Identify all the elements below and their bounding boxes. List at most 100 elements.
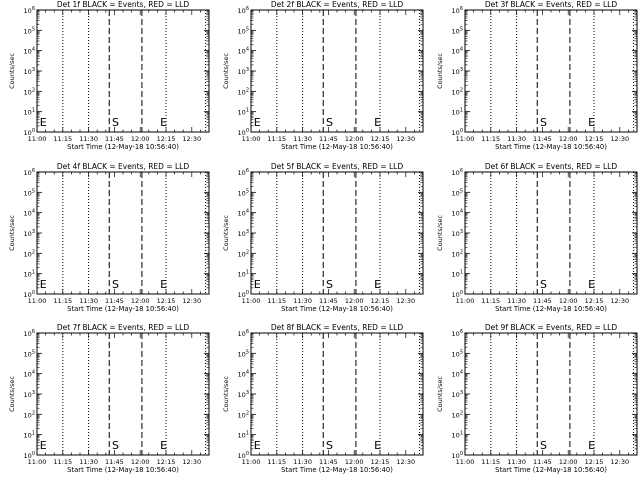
chart-panel-2: Det 2f BLACK = Events, RED = LLD 100 101 10… (222, 0, 424, 151)
y-tick-label: 106 (24, 168, 35, 177)
y-tick-label: 104 (24, 209, 35, 218)
chart-panel-1: Det 1f BLACK = Events, RED = LLD 100 101 10… (8, 0, 210, 151)
x-tick-label: 11:30 (79, 135, 98, 143)
y-axis-label: Counts/sec (222, 376, 230, 412)
x-tick-label: 11:30 (293, 458, 312, 466)
y-tick-label: 103 (452, 67, 463, 76)
start-marker: S (112, 278, 119, 291)
x-tick-label: 11:15 (53, 135, 72, 143)
x-axis-label: Start Time (12-May-18 10:56:40) (495, 305, 607, 313)
x-tick-label: 11:45 (533, 297, 552, 305)
x-tick-label: 11:15 (481, 135, 500, 143)
x-tick-label: 12:15 (157, 458, 176, 466)
y-axis-label: Counts/sec (436, 376, 444, 412)
end-marker: E (254, 278, 261, 291)
y-tick-label: 100 (452, 128, 463, 137)
chart-panel-5: Det 5f BLACK = Events, RED = LLD 100 101 10… (222, 162, 424, 313)
y-axis-label: Counts/sec (8, 376, 16, 412)
y-tick-label: 101 (24, 108, 35, 117)
y-tick-label: 104 (24, 47, 35, 56)
y-tick-label: 101 (238, 431, 249, 440)
start-marker: S (326, 278, 333, 291)
y-tick-label: 101 (238, 270, 249, 279)
end-marker: E (254, 439, 261, 452)
end-marker: E (40, 278, 47, 291)
y-tick-label: 106 (24, 329, 35, 338)
y-tick-label: 106 (452, 6, 463, 15)
end-marker: E (160, 278, 167, 291)
x-tick-label: 12:30 (396, 458, 415, 466)
y-tick-label: 106 (452, 168, 463, 177)
x-tick-label: 11:00 (28, 135, 47, 143)
y-tick-label: 103 (238, 229, 249, 238)
x-tick-label: 11:30 (79, 297, 98, 305)
chart-title: Det 8f BLACK = Events, RED = LLD (271, 323, 404, 332)
x-tick-label: 12:30 (396, 135, 415, 143)
x-tick-label: 11:15 (53, 297, 72, 305)
y-tick-label: 100 (24, 451, 35, 460)
start-marker: S (112, 116, 119, 129)
x-tick-label: 12:30 (610, 135, 629, 143)
y-tick-label: 104 (452, 47, 463, 56)
start-marker: S (540, 439, 547, 452)
y-tick-label: 101 (24, 431, 35, 440)
x-tick-label: 11:00 (456, 135, 475, 143)
x-tick-label: 11:00 (456, 297, 475, 305)
y-tick-label: 101 (452, 270, 463, 279)
y-tick-label: 105 (24, 26, 35, 35)
y-axis-label: Counts/sec (8, 53, 16, 89)
x-tick-label: 12:00 (131, 458, 150, 466)
y-tick-label: 102 (452, 249, 463, 258)
end-marker: E (160, 439, 167, 452)
y-tick-label: 105 (24, 349, 35, 358)
x-tick-label: 12:00 (559, 135, 578, 143)
x-tick-label: 11:00 (242, 458, 261, 466)
y-tick-label: 104 (238, 370, 249, 379)
x-tick-label: 12:15 (585, 458, 604, 466)
x-axis-label: Start Time (12-May-18 10:56:40) (67, 466, 179, 474)
x-tick-label: 11:45 (105, 458, 124, 466)
start-marker: S (540, 278, 547, 291)
x-tick-label: 12:15 (371, 458, 390, 466)
x-tick-label: 12:30 (182, 297, 201, 305)
x-tick-label: 12:30 (610, 297, 629, 305)
x-tick-label: 11:00 (242, 297, 261, 305)
chart-title: Det 1f BLACK = Events, RED = LLD (57, 0, 190, 9)
y-tick-label: 101 (452, 108, 463, 117)
chart-title: Det 3f BLACK = Events, RED = LLD (485, 0, 618, 9)
end-marker: E (254, 116, 261, 129)
x-tick-label: 11:45 (105, 135, 124, 143)
x-tick-label: 11:15 (53, 458, 72, 466)
x-tick-label: 11:15 (481, 458, 500, 466)
y-tick-label: 105 (238, 349, 249, 358)
y-tick-label: 105 (238, 26, 249, 35)
x-tick-label: 12:15 (371, 135, 390, 143)
x-tick-label: 11:00 (242, 135, 261, 143)
end-marker: E (160, 116, 167, 129)
x-tick-label: 11:30 (293, 135, 312, 143)
y-tick-label: 106 (238, 329, 249, 338)
x-tick-label: 11:30 (507, 458, 526, 466)
x-axis-label: Start Time (12-May-18 10:56:40) (281, 466, 393, 474)
x-tick-label: 12:00 (131, 135, 150, 143)
y-tick-label: 100 (238, 128, 249, 137)
x-axis-label: Start Time (12-May-18 10:56:40) (67, 143, 179, 151)
x-tick-label: 11:15 (267, 297, 286, 305)
y-tick-label: 100 (24, 128, 35, 137)
y-tick-label: 100 (452, 451, 463, 460)
y-tick-label: 100 (24, 290, 35, 299)
x-axis-label: Start Time (12-May-18 10:56:40) (281, 143, 393, 151)
y-axis-label: Counts/sec (222, 53, 230, 89)
x-tick-label: 11:45 (319, 135, 338, 143)
x-axis-label: Start Time (12-May-18 10:56:40) (495, 143, 607, 151)
x-tick-label: 12:00 (345, 297, 364, 305)
y-axis-label: Counts/sec (8, 215, 16, 251)
chart-panel-7: Det 7f BLACK = Events, RED = LLD 100 101 10… (8, 323, 210, 474)
chart-panel-6: Det 6f BLACK = Events, RED = LLD 100 101 10… (436, 162, 638, 313)
y-tick-label: 103 (452, 390, 463, 399)
y-tick-label: 102 (238, 249, 249, 258)
chart-panel-8: Det 8f BLACK = Events, RED = LLD 100 101 10… (222, 323, 424, 474)
x-tick-label: 11:45 (319, 297, 338, 305)
end-marker: E (40, 439, 47, 452)
